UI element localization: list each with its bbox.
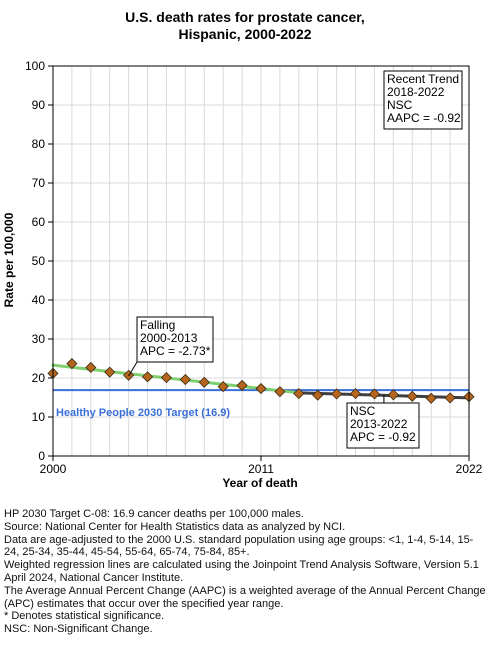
data-point [160,372,173,384]
falling-annotation-text: Falling [140,318,175,332]
x-tick-label: 2011 [248,462,274,476]
falling-annotation-pointer [128,361,138,377]
y-tick-label: 70 [32,176,46,190]
nsc-annotation-box [346,402,420,449]
x-axis-title: Year of death [222,476,297,490]
chart-title-line1: U.S. death rates for prostate cancer, [125,9,365,25]
y-tick-label: 30 [32,332,46,346]
footnote-aapc: The Average Annual Percent Change (AAPC)… [4,584,486,610]
data-point [104,366,116,378]
chart-title-line2: Hispanic, 2000-2022 [178,26,311,42]
data-points [47,358,475,404]
y-tick-label: 0 [38,449,45,463]
y-axis-title: Rate per 100,000 [2,212,16,307]
data-point [387,389,399,401]
y-tick-label: 90 [32,98,46,112]
y-tick-label: 40 [32,293,46,307]
footnote-hp-target: HP 2030 Target C-08: 16.9 cancer deaths … [4,508,304,520]
x-tick-label: 2022 [456,462,483,476]
falling-annotation-text: 2000-2013 [140,331,198,345]
y-tick-label: 10 [32,410,46,424]
data-point [217,381,229,393]
data-point [255,382,267,395]
footnote-significance: * Denotes statistical significance. [4,610,165,623]
x-tick-label: 2000 [40,462,67,476]
x-axis-ticks: 2000 2011 2022 [40,456,483,476]
nsc-annotation-text: 2013-2022 [350,417,408,431]
data-point [236,379,248,391]
recent-trend-annotation-text: Recent Trend [387,72,459,86]
recent-trend-annotation-text: NSC [387,98,413,112]
data-point [274,386,286,398]
recent-trend-annotation-text: AAPC = -0.92 [387,111,461,125]
footnote-nsc: NSC: Non-Significant Change. [4,623,153,636]
y-tick-label: 60 [32,215,46,229]
data-point [312,389,324,401]
target-label: Healthy People 2030 Target (16.9) [56,407,230,419]
data-point [331,388,343,400]
y-tick-label: 50 [32,254,46,268]
data-point [141,371,154,383]
data-point [444,392,456,404]
recent-trend-annotation-box [383,70,463,130]
chart: U.S. death rates for prostate cancer, Hi… [2,9,483,490]
data-point [349,388,362,400]
nsc-annotation-text: NSC [350,404,376,418]
data-point [179,373,191,386]
footnote-source: Source: National Center for Health Stati… [4,520,346,533]
data-point [85,361,97,374]
footnotes: HP 2030 Target C-08: 16.9 cancer deaths … [4,508,488,636]
plot-frame [52,65,470,457]
y-tick-label: 100 [25,59,45,73]
y-tick-label: 80 [32,137,46,151]
falling-annotation-box [136,316,214,363]
y-tick-label: 20 [32,371,46,385]
data-point [293,388,305,400]
y-axis-ticks: 0 10 20 30 40 50 60 70 80 90 100 [25,59,53,463]
data-point [368,388,381,400]
footnote-age-adjusted: Data are age-adjusted to the 2000 U.S. s… [4,533,474,559]
recent-trend-annotation-text: 2018-2022 [387,85,445,99]
data-point [406,390,418,402]
data-point [425,392,437,404]
nsc-annotation-text: APC = -0.92 [350,430,416,444]
footnote-regression: Weighted regression lines are calculated… [4,559,479,584]
falling-annotation-text: APC = -2.73* [140,344,211,358]
data-point [66,358,78,370]
data-point [198,376,210,388]
